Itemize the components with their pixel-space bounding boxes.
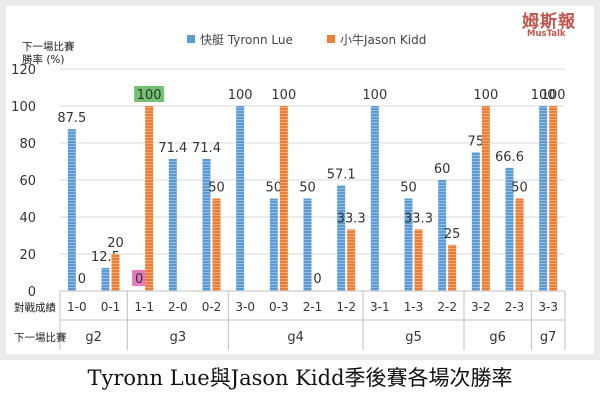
data-label: 25 [444,227,461,242]
bar-lue [438,180,447,291]
bar-lue [67,129,76,291]
bar-kidd [414,229,423,291]
brand-logo-subtitle: MusTalk [527,29,566,39]
legend-label: 快艇 Tyronn Lue [200,33,293,47]
data-label: 66.6 [495,150,524,165]
y-tick-label: 40 [19,211,36,226]
legend-swatch [187,35,195,43]
group-label: g2 [85,330,102,345]
data-label: 50 [266,181,283,196]
x-tick-label: 2-0 [168,300,188,314]
group-label: g3 [170,330,187,345]
bar-kidd [279,106,288,291]
bar-kidd [111,254,120,291]
y-axis-title: 下一場比賽 [22,40,75,53]
data-label: 100 [137,88,162,103]
bar-kidd [145,106,154,291]
data-label: 0 [78,272,86,287]
brand-logo: 姆斯報 [522,12,576,32]
data-label: 100 [362,88,387,103]
data-label: 60 [434,162,451,177]
bar-kidd [448,244,457,291]
bar-kidd [212,198,221,291]
data-label: 57.1 [327,167,356,182]
bar-lue [269,198,278,291]
label-highlight [134,86,165,102]
x-tick-label: 0-3 [269,300,289,314]
legend-swatch [327,35,335,43]
x-tick-label: 3-3 [538,300,558,314]
data-label: 100 [473,88,498,103]
data-label: 33.3 [337,211,366,226]
bar-lue [202,158,211,291]
x-tick-label: 1-2 [336,300,356,314]
data-label: 71.4 [158,141,187,156]
data-label: 75 [468,134,485,149]
bar-kidd [347,229,356,291]
data-label: 100 [228,88,253,103]
data-label: 0 [135,272,143,287]
row-label-record: 對戰成績 [14,301,56,314]
y-tick-label: 120 [11,63,36,78]
bar-lue [303,198,312,291]
data-label: 50 [208,181,225,196]
y-tick-label: 20 [19,248,36,263]
data-label: 87.5 [57,111,86,126]
group-label: g5 [405,330,422,345]
data-label: 50 [299,181,316,196]
x-tick-label: 2-1 [303,300,323,314]
data-label: 71.4 [192,141,221,156]
data-label: 100 [541,88,566,103]
x-tick-label: 0-2 [202,300,222,314]
bar-lue [337,185,346,291]
x-tick-label: 1-3 [404,300,424,314]
y-tick-label: 100 [11,100,36,115]
y-tick-label: 60 [19,174,36,189]
data-label: 20 [107,236,124,251]
group-label: g4 [287,330,304,345]
y-axis-title-line2: 勝率 (%) [22,53,65,66]
bar-lue [236,106,245,291]
group-label: g6 [489,330,506,345]
x-tick-label: 2-3 [505,300,525,314]
bar-lue [101,267,110,291]
y-tick-label: 80 [19,137,36,152]
data-label: 100 [271,88,296,103]
image-caption: Tyronn Lue與Jason Kidd季後賽各場次勝率 [87,366,513,390]
data-label: 100 [531,88,556,103]
x-tick-label: 2-2 [437,300,457,314]
data-label: 33.3 [404,211,433,226]
label-highlight [132,270,147,286]
legend-label: 小牛Jason Kidd [340,32,426,47]
x-tick-label: 3-1 [370,300,390,314]
bar-lue [370,106,379,291]
row-label-next-game: 下一場比賽 [14,331,67,344]
data-label: 50 [511,181,528,196]
bar-lue [539,106,548,291]
x-tick-label: 1-0 [67,300,87,314]
bar-kidd [515,198,524,291]
bar-lue [168,158,177,291]
bar-lue [471,152,480,291]
x-tick-label: 0-1 [101,300,121,314]
bar-lue [505,167,514,291]
x-tick-label: 3-2 [471,300,491,314]
y-tick-label: 0 [28,285,36,300]
x-tick-label: 3-0 [235,300,255,314]
data-label: 50 [400,181,417,196]
bar-lue [404,198,413,291]
data-label: 0 [313,272,321,287]
group-label: g7 [540,330,557,345]
bar-kidd [481,106,490,291]
x-tick-label: 1-1 [134,300,154,314]
bar-kidd [549,106,558,291]
